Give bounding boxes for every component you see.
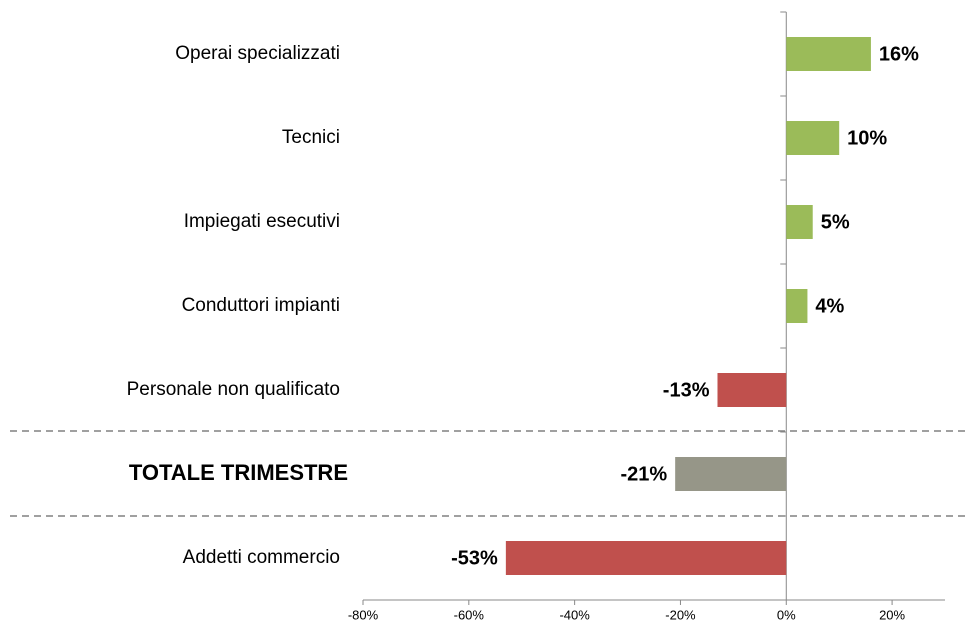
data-label: -53%	[451, 547, 498, 569]
data-label: -21%	[620, 463, 667, 485]
x-tick-label: -80%	[348, 607, 379, 622]
data-label: 5%	[821, 211, 850, 233]
x-tick-label: -60%	[454, 607, 485, 622]
x-tick-label: -40%	[559, 607, 590, 622]
category-label: Tecnici	[282, 127, 340, 148]
bar	[675, 457, 787, 491]
bar	[786, 37, 871, 71]
x-tick-label: 0%	[777, 607, 796, 622]
category-label: Operai specializzati	[175, 43, 340, 64]
x-tick-label: -20%	[665, 607, 696, 622]
x-tick-label: 20%	[879, 607, 905, 622]
bar	[505, 541, 787, 575]
data-label: 16%	[879, 43, 919, 65]
category-label: Impiegati esecutivi	[184, 211, 340, 232]
bar	[717, 373, 787, 407]
category-label: Personale non qualificato	[127, 379, 340, 400]
bar	[786, 289, 808, 323]
bar	[786, 205, 813, 239]
data-label: -13%	[663, 379, 710, 401]
data-label: 4%	[815, 295, 844, 317]
category-label: Conduttori impianti	[182, 295, 340, 316]
category-label: Addetti commercio	[183, 547, 340, 568]
data-label: 10%	[847, 127, 887, 149]
bar	[786, 121, 840, 155]
category-label: TOTALE TRIMESTRE	[129, 460, 348, 485]
